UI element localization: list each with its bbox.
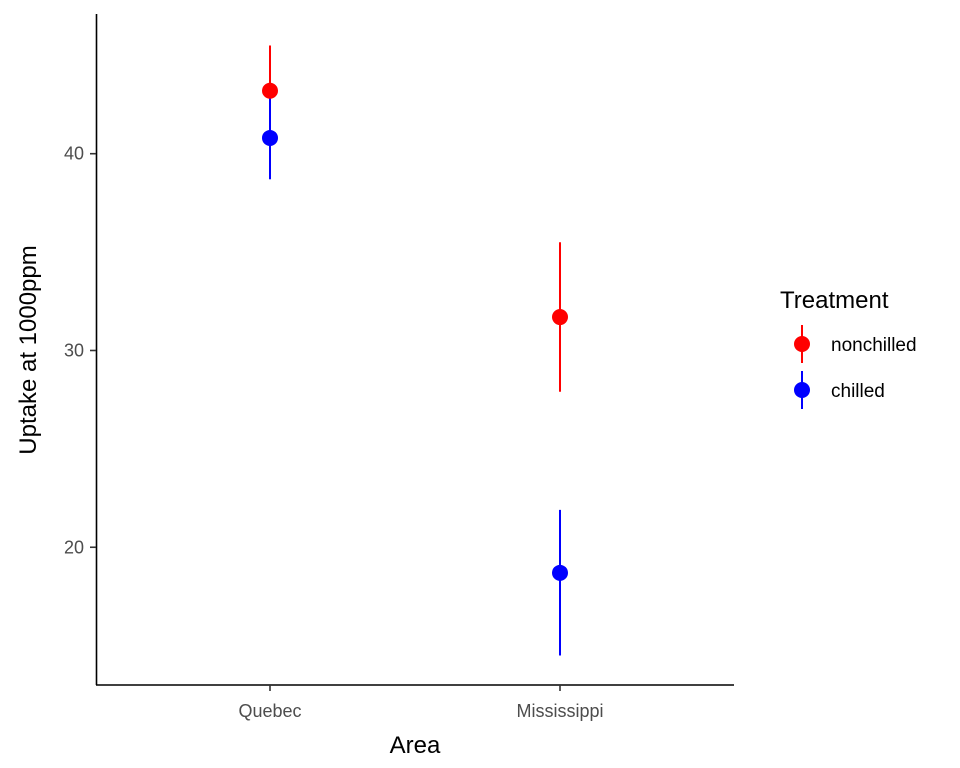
y-axis-ticks: 20 30 40 <box>64 144 96 557</box>
legend: Treatment nonchilled chilled <box>780 287 917 409</box>
legend-key-point <box>794 382 810 398</box>
legend-keys: nonchilled chilled <box>794 325 917 409</box>
x-axis-ticks: Quebec Mississippi <box>238 685 604 721</box>
data-point <box>552 564 568 581</box>
y-tick-label: 30 <box>64 340 84 360</box>
y-tick-label: 40 <box>64 144 84 164</box>
legend-key-point <box>794 336 810 352</box>
data-point <box>262 82 278 99</box>
y-axis-title: Uptake at 1000ppm <box>15 245 42 454</box>
legend-title: Treatment <box>780 287 889 314</box>
legend-label: chilled <box>831 381 885 402</box>
data-point <box>552 309 568 326</box>
y-tick-label: 20 <box>64 537 84 557</box>
data-point <box>262 129 278 146</box>
x-tick-label: Mississippi <box>516 701 603 721</box>
plot-area <box>262 45 568 656</box>
x-tick-label: Quebec <box>238 701 301 721</box>
x-axis-title: Area <box>390 732 441 759</box>
legend-label: nonchilled <box>831 335 917 356</box>
